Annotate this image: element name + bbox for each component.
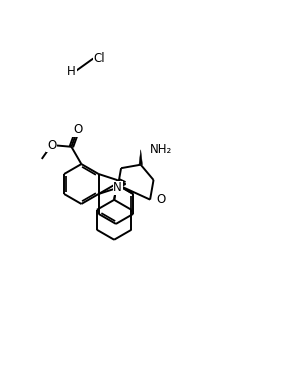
Text: O: O (73, 123, 82, 137)
Polygon shape (139, 150, 142, 165)
Text: N: N (113, 181, 122, 194)
Text: O: O (47, 138, 56, 152)
Text: NH₂: NH₂ (149, 143, 172, 156)
Text: Cl: Cl (93, 52, 105, 65)
Text: H: H (67, 64, 76, 78)
Text: O: O (156, 193, 165, 206)
